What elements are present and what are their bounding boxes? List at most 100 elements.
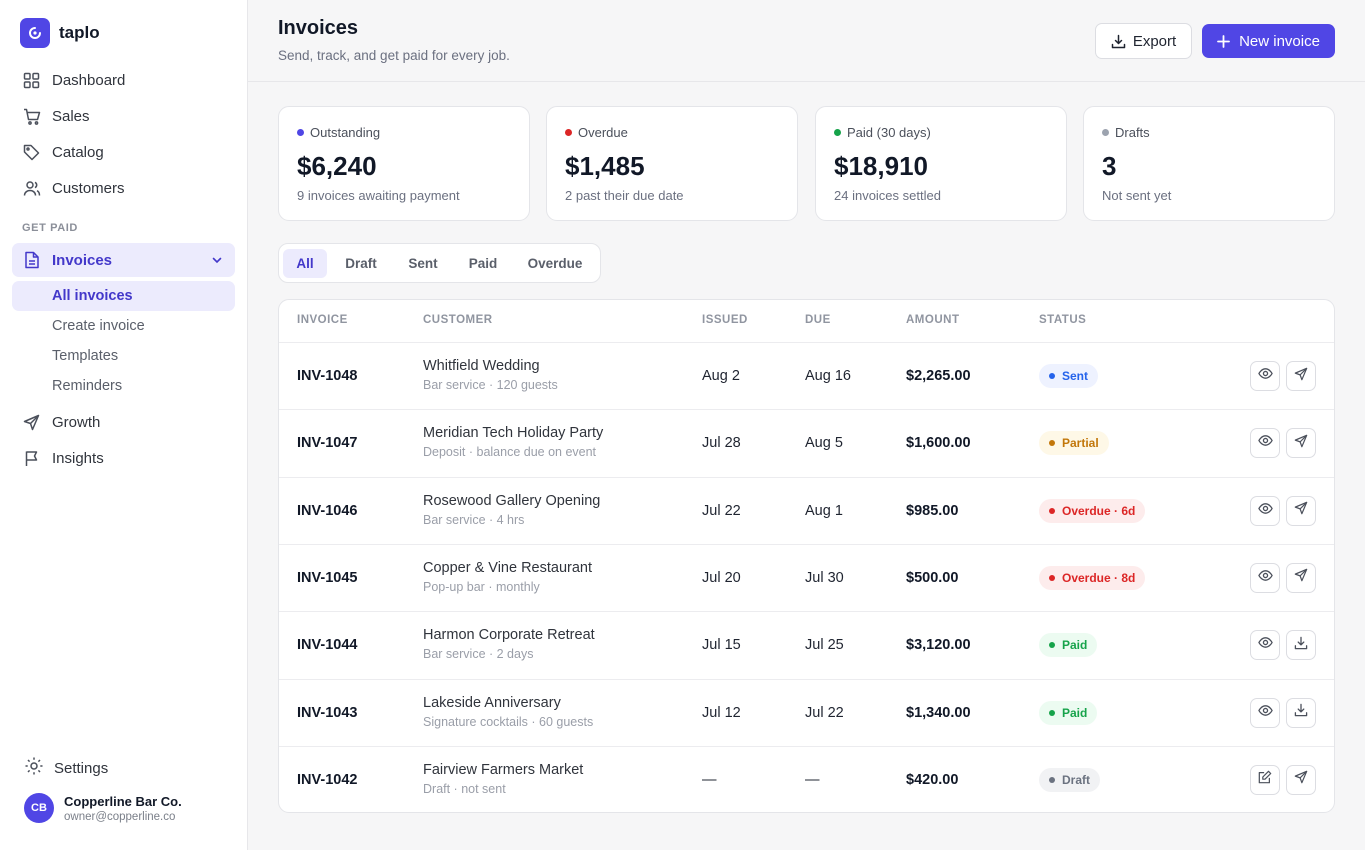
taplo-logo-icon <box>20 18 50 48</box>
amount: $1,600.00 <box>906 435 971 452</box>
customer-detail: Bar service · 2 days <box>423 647 534 662</box>
eye-icon <box>1257 366 1273 386</box>
status-dot <box>1102 129 1109 136</box>
chevron-down-icon[interactable] <box>211 253 223 270</box>
sub-all-invoices[interactable]: All invoices <box>12 281 235 311</box>
user-profile[interactable]: CB Copperline Bar Co. owner@copperline.c… <box>24 793 182 823</box>
status-dot <box>1049 776 1055 783</box>
status-badge: Sent <box>1039 364 1099 388</box>
stat-note: 9 invoices awaiting payment <box>297 188 460 203</box>
nav-sales[interactable]: Sales <box>12 99 235 133</box>
send-button[interactable] <box>1286 764 1316 795</box>
send-button[interactable] <box>1286 428 1316 459</box>
avatar: CB <box>24 793 54 823</box>
customer-detail: Draft · not sent <box>423 781 506 796</box>
stat-card-paid: Paid (30 days) $18,910 24 invoices settl… <box>815 106 1067 221</box>
due-date: Jul 30 <box>805 569 844 586</box>
new-invoice-button[interactable]: New invoice <box>1202 24 1335 58</box>
customer-name: Meridian Tech Holiday Party <box>423 425 604 442</box>
invoice-id[interactable]: INV-1042 <box>297 771 358 788</box>
table-row[interactable]: INV-1045 Copper & Vine Restaurant Pop-up b… <box>279 543 1334 611</box>
issued-date: Jul 15 <box>702 637 741 654</box>
table-row[interactable]: INV-1043 Lakeside Anniversary Signature co… <box>279 678 1334 746</box>
table-row[interactable]: INV-1042 Fairview Farmers Market Draft · n… <box>279 745 1334 812</box>
send-button[interactable] <box>1286 495 1316 526</box>
nav-growth[interactable]: Growth <box>12 405 235 439</box>
nav-label: Customers <box>52 179 125 197</box>
stat-card-overdue: Overdue $1,485 2 past their due date <box>546 106 798 221</box>
nav-catalog[interactable]: Catalog <box>12 135 235 169</box>
table-row[interactable]: INV-1047 Meridian Tech Holiday Party Depos… <box>279 409 1334 476</box>
invoice-id[interactable]: INV-1048 <box>297 368 358 384</box>
gear-icon <box>24 756 44 780</box>
invoice-id[interactable]: INV-1046 <box>297 502 358 519</box>
table-row[interactable]: INV-1046 Rosewood Gallery Opening Bar serv… <box>279 476 1334 544</box>
sub-templates[interactable]: Templates <box>52 348 119 364</box>
eye-button[interactable] <box>1250 428 1280 459</box>
eye-button[interactable] <box>1250 361 1280 391</box>
amount: $3,120.00 <box>906 637 971 654</box>
customer-name: Rosewood Gallery Opening <box>423 492 601 509</box>
settings-link[interactable]: Settings <box>24 756 108 780</box>
column-header[interactable]: INVOICE <box>297 314 348 326</box>
send-icon <box>1294 770 1308 789</box>
page-title: Invoices <box>278 17 359 39</box>
nav-insights[interactable]: Insights <box>12 441 235 475</box>
eye-button[interactable] <box>1250 495 1280 526</box>
column-header[interactable]: STATUS <box>1039 314 1087 326</box>
tab-all[interactable]: All <box>283 249 327 278</box>
nav-label: Sales <box>52 107 90 125</box>
invoice-id[interactable]: INV-1043 <box>297 704 358 721</box>
table-row[interactable]: INV-1048 Whitfield Wedding Bar service · 1… <box>279 342 1334 409</box>
due-date: Aug 16 <box>805 368 851 384</box>
sub-reminders[interactable]: Reminders <box>52 378 123 394</box>
column-header[interactable]: ISSUED <box>702 314 748 326</box>
eye-button[interactable] <box>1250 630 1280 661</box>
invoice-id[interactable]: INV-1047 <box>297 435 358 452</box>
nav-dashboard[interactable]: Dashboard <box>12 63 235 97</box>
status-text: Sent <box>1062 369 1089 383</box>
edit-button[interactable] <box>1250 764 1280 795</box>
status-dot <box>834 129 841 136</box>
export-button[interactable]: Export <box>1095 23 1192 59</box>
user-name: Copperline Bar Co. <box>64 793 182 809</box>
download-icon <box>1294 636 1308 655</box>
column-header[interactable]: DUE <box>805 314 831 326</box>
download-button[interactable] <box>1286 630 1316 661</box>
status-text: Paid <box>1062 638 1088 653</box>
invoice-id[interactable]: INV-1045 <box>297 569 358 586</box>
download-icon <box>1294 703 1308 722</box>
tab-draft[interactable]: Draft <box>345 256 377 271</box>
nav-customers[interactable]: Customers <box>12 171 235 205</box>
brand[interactable]: taplo <box>20 18 100 48</box>
nav-invoices[interactable]: Invoices <box>12 243 235 277</box>
file-icon <box>22 251 41 270</box>
new-invoice-label: New invoice <box>1239 32 1320 50</box>
eye-icon <box>1257 703 1273 723</box>
invoice-id[interactable]: INV-1044 <box>297 637 358 654</box>
issued-date: — <box>702 771 717 788</box>
download-button[interactable] <box>1286 697 1316 728</box>
table-row[interactable]: INV-1044 Harmon Corporate Retreat Bar serv… <box>279 611 1334 678</box>
eye-button[interactable] <box>1250 697 1280 728</box>
column-header[interactable]: AMOUNT <box>906 314 960 326</box>
column-header[interactable]: CUSTOMER <box>423 314 493 326</box>
send-button[interactable] <box>1286 562 1316 593</box>
status-badge: Partial <box>1039 431 1109 456</box>
tab-overdue[interactable]: Overdue <box>527 256 583 271</box>
users-icon <box>22 179 41 198</box>
tab-paid[interactable]: Paid <box>468 256 498 271</box>
due-date: Aug 1 <box>805 502 843 519</box>
eye-button[interactable] <box>1250 562 1280 593</box>
send-button[interactable] <box>1286 361 1316 391</box>
edit-icon <box>1258 770 1272 789</box>
amount: $420.00 <box>906 771 959 788</box>
tab-sent[interactable]: Sent <box>408 256 438 271</box>
stat-label: Drafts <box>1115 125 1150 140</box>
stat-label: Overdue <box>578 125 628 140</box>
stat-note: Not sent yet <box>1102 188 1172 203</box>
customer-detail: Bar service · 120 guests <box>423 378 558 392</box>
status-dot <box>1049 440 1055 447</box>
stat-value: $1,485 <box>565 151 645 181</box>
sub-create-invoice[interactable]: Create invoice <box>52 318 145 334</box>
